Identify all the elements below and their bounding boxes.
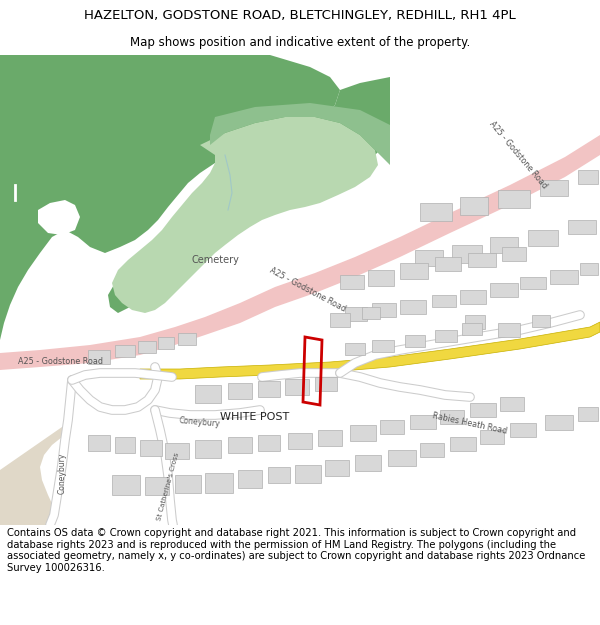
Bar (405, 335, 425, 347)
Text: A25 - Godstone Road: A25 - Godstone Road (487, 119, 549, 191)
Bar (345, 307, 367, 321)
Bar (178, 333, 196, 345)
Bar (268, 467, 290, 483)
Bar (410, 415, 436, 429)
Bar (460, 290, 486, 304)
Bar (498, 190, 530, 208)
Bar (550, 270, 578, 284)
Text: WHITE POST: WHITE POST (220, 412, 290, 422)
Bar (462, 323, 482, 335)
Text: Cemetery: Cemetery (191, 255, 239, 265)
Polygon shape (108, 77, 390, 313)
Bar (228, 437, 252, 453)
Bar (540, 180, 568, 196)
Bar (528, 230, 558, 246)
Bar (432, 295, 456, 307)
Bar (580, 263, 598, 275)
Bar (532, 315, 550, 327)
Polygon shape (0, 55, 340, 340)
Bar (195, 385, 221, 403)
Polygon shape (210, 103, 390, 165)
Text: Coneybury: Coneybury (179, 416, 221, 428)
Bar (315, 377, 337, 391)
Bar (380, 420, 404, 434)
Bar (498, 323, 520, 337)
Bar (258, 435, 280, 451)
Bar (415, 250, 443, 266)
Bar (450, 437, 476, 451)
Text: Map shows position and indicative extent of the property.: Map shows position and indicative extent… (130, 36, 470, 49)
Bar (420, 443, 444, 457)
Bar (238, 470, 262, 488)
Bar (138, 341, 156, 353)
Bar (318, 430, 342, 446)
Polygon shape (38, 200, 80, 235)
Bar (578, 170, 598, 184)
Bar (400, 300, 426, 314)
Bar (350, 425, 376, 441)
Bar (500, 397, 524, 411)
Bar (578, 407, 598, 421)
Text: A25 - Godstone Road: A25 - Godstone Road (17, 357, 103, 366)
Bar (285, 379, 309, 395)
Polygon shape (140, 322, 600, 379)
Bar (88, 435, 110, 451)
Bar (440, 410, 464, 424)
Bar (145, 477, 169, 495)
Bar (372, 303, 396, 317)
Text: A25 - Godstone Road: A25 - Godstone Road (268, 266, 347, 314)
Bar (400, 263, 428, 279)
Bar (465, 315, 485, 329)
Bar (165, 443, 189, 459)
Bar (295, 465, 321, 483)
Bar (435, 330, 457, 342)
Bar (490, 283, 518, 297)
Bar (258, 381, 280, 397)
Bar (205, 473, 233, 493)
Text: HAZELTON, GODSTONE ROAD, BLETCHINGLEY, REDHILL, RH1 4PL: HAZELTON, GODSTONE ROAD, BLETCHINGLEY, R… (84, 9, 516, 22)
Bar (115, 437, 135, 453)
Bar (195, 440, 221, 458)
Polygon shape (0, 135, 600, 370)
Bar (228, 383, 252, 399)
Bar (330, 313, 350, 327)
Bar (325, 460, 349, 476)
Text: Contains OS data © Crown copyright and database right 2021. This information is : Contains OS data © Crown copyright and d… (7, 528, 586, 572)
Bar (340, 275, 364, 289)
Bar (112, 475, 140, 495)
Bar (175, 475, 201, 493)
Bar (158, 337, 174, 349)
Bar (355, 455, 381, 471)
Bar (470, 403, 496, 417)
Bar (452, 245, 482, 263)
Bar (460, 197, 488, 215)
Bar (502, 247, 526, 261)
Bar (368, 270, 394, 286)
Text: Coneybury: Coneybury (58, 452, 67, 494)
Bar (545, 415, 573, 430)
Bar (388, 450, 416, 466)
Bar (88, 350, 110, 364)
Bar (345, 343, 365, 355)
Bar (435, 257, 461, 271)
Bar (510, 423, 536, 437)
Bar (115, 345, 135, 357)
Bar (480, 430, 504, 444)
Bar (468, 253, 496, 267)
Bar (362, 307, 380, 319)
Bar (288, 433, 312, 449)
Bar (140, 440, 162, 456)
Polygon shape (112, 117, 378, 313)
Polygon shape (0, 427, 62, 525)
Bar (568, 220, 596, 234)
Bar (420, 203, 452, 221)
Text: Rabies Heath Road: Rabies Heath Road (432, 411, 508, 436)
Bar (520, 277, 546, 289)
Bar (490, 237, 518, 253)
Bar (372, 340, 394, 352)
Text: St Catherine's Cross: St Catherine's Cross (156, 452, 180, 522)
